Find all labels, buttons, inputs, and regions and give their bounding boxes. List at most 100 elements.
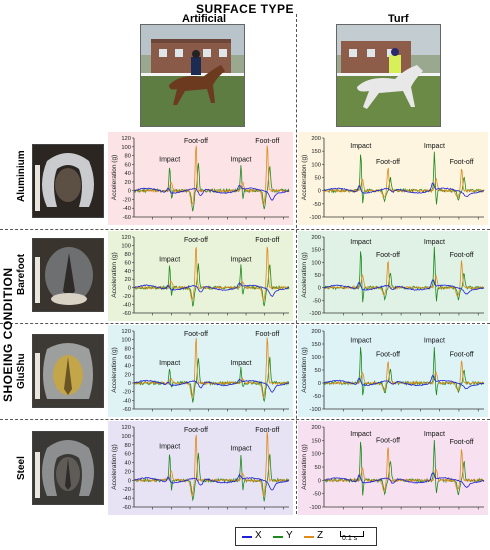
- y-tick-label: 20: [125, 372, 131, 378]
- foot-off-label: Foot-off: [255, 237, 279, 244]
- legend-x-label: X: [255, 530, 262, 541]
- row-divider-1: [0, 229, 490, 230]
- series-line-x: [134, 184, 290, 201]
- shoeing-condition-title: SHOEING CONDITION: [1, 267, 15, 403]
- y-tick-label: -40: [123, 303, 131, 309]
- impact-label: Impact: [230, 446, 251, 453]
- impact-label: Impact: [424, 239, 445, 246]
- y-tick-label: 0: [128, 189, 131, 195]
- y-tick-label: 40: [125, 171, 131, 177]
- y-tick-label: 150: [311, 342, 321, 348]
- chart-background: [298, 231, 488, 321]
- chart-glushu-artificial: -60 -40 -20 0 20 40 60 80 100 120 Acceleration (g)…: [108, 325, 293, 417]
- series-line-y: [133, 356, 290, 403]
- y-tick-label: 100: [311, 162, 321, 168]
- chart-background: [298, 421, 488, 515]
- chart-svg: -100 -50 0 50 100 150 200 Acceleration (g) Impac…: [298, 132, 488, 225]
- y-tick-label: -100: [309, 215, 321, 221]
- y-tick-label: -60: [123, 505, 131, 511]
- foot-off-label: Foot-off: [255, 331, 279, 338]
- column-header-turf: Turf: [388, 13, 409, 25]
- y-tick-label: -40: [123, 398, 131, 404]
- y-axis-label: Acceleration (g): [301, 252, 308, 298]
- y-tick-label: 200: [311, 425, 321, 431]
- y-axis-label: Acceleration (g): [111, 252, 118, 298]
- horse-photo-turf: [336, 24, 441, 127]
- y-tick-label: -50: [313, 298, 321, 304]
- y-tick-label: 100: [121, 338, 131, 344]
- row-divider-3: [0, 419, 490, 420]
- y-tick-label: 0: [128, 478, 131, 484]
- y-tick-label: -50: [313, 394, 321, 400]
- foot-off-label: Foot-off: [450, 439, 474, 446]
- y-tick-label: -50: [313, 492, 321, 498]
- legend-y-label: Y: [286, 530, 293, 541]
- y-tick-label: 0: [318, 189, 321, 195]
- impact-label: Impact: [230, 256, 251, 263]
- impact-label: Impact: [230, 156, 251, 163]
- foot-off-label: Foot-off: [376, 159, 400, 166]
- foot-off-label: Foot-off: [255, 427, 279, 434]
- chart-steel-artificial: -60 -40 -20 0 20 40 60 80 100 120 Acceleration (g)…: [108, 421, 293, 515]
- row-label-glushu: GluShu: [16, 353, 27, 389]
- chart-steel-turf: -100 -50 0 50 100 150 200 Acceleration (g) Impac…: [298, 421, 488, 515]
- legend-z-label: Z: [317, 530, 324, 541]
- legend-scale-bar: [340, 531, 364, 537]
- surface-divider: [296, 14, 297, 514]
- y-tick-label: 100: [121, 243, 131, 249]
- legend: X Y Z 0.1 s: [235, 527, 377, 546]
- y-tick-label: 0: [318, 286, 321, 292]
- y-axis-label: Acceleration (g): [111, 444, 118, 490]
- y-tick-label: 20: [125, 277, 131, 283]
- hoof-photo-aluminium: [32, 144, 104, 218]
- y-tick-label: 50: [315, 465, 321, 471]
- y-tick-label: 0: [318, 478, 321, 484]
- foot-off-label: Foot-off: [184, 331, 208, 338]
- horse-photo-artificial: [140, 24, 245, 127]
- chart-aluminium-artificial: -60 -40 -20 0 20 40 60 80 100 120 Acceleration (g)…: [108, 132, 293, 225]
- y-tick-label: 100: [311, 260, 321, 266]
- y-tick-label: 80: [125, 252, 131, 258]
- impact-label: Impact: [424, 337, 445, 344]
- impact-label: Impact: [159, 256, 180, 263]
- y-tick-label: 150: [311, 438, 321, 444]
- series-line-z: [323, 447, 485, 493]
- chart-background: [108, 231, 293, 321]
- chart-svg: -100 -50 0 50 100 150 200 Acceleration (g) Impac…: [298, 231, 488, 321]
- foot-off-label: Foot-off: [376, 438, 400, 445]
- foot-off-label: Foot-off: [184, 138, 208, 145]
- y-tick-label: -100: [309, 311, 321, 317]
- series-line-x: [134, 282, 290, 297]
- y-tick-label: 80: [125, 443, 131, 449]
- row-label-barefoot: Barefoot: [16, 253, 27, 295]
- legend-z-swatch: [304, 536, 314, 538]
- y-tick-label: -40: [123, 496, 131, 502]
- impact-label: Impact: [159, 360, 180, 367]
- foot-off-label: Foot-off: [255, 138, 279, 145]
- y-tick-label: 40: [125, 269, 131, 275]
- y-tick-label: 60: [125, 260, 131, 266]
- y-tick-label: -20: [123, 197, 131, 203]
- y-tick-label: 0: [318, 381, 321, 387]
- y-axis-label: Acceleration (g): [111, 347, 118, 393]
- y-tick-label: 80: [125, 346, 131, 352]
- y-tick-label: 0: [128, 381, 131, 387]
- series-line-z: [323, 360, 485, 392]
- y-tick-label: 120: [121, 136, 131, 142]
- impact-label: Impact: [350, 337, 371, 344]
- y-tick-label: 200: [311, 329, 321, 335]
- y-tick-label: 120: [121, 329, 131, 335]
- chart-aluminium-turf: -100 -50 0 50 100 150 200 Acceleration (g) Impac…: [298, 132, 488, 225]
- chart-barefoot-artificial: -60 -40 -20 0 20 40 60 80 100 120 Acceleration (g)…: [108, 231, 293, 321]
- chart-svg: -60 -40 -20 0 20 40 60 80 100 120 Acceleration (g)…: [108, 325, 293, 417]
- y-tick-label: 100: [121, 434, 131, 440]
- y-tick-label: -100: [309, 407, 321, 413]
- chart-svg: -100 -50 0 50 100 150 200 Acceleration (g) Impac…: [298, 421, 488, 515]
- y-tick-label: 100: [121, 145, 131, 151]
- row-label-aluminium: Aluminium: [16, 150, 27, 202]
- y-tick-label: -60: [123, 215, 131, 221]
- y-tick-label: 120: [121, 425, 131, 431]
- row-divider-2: [0, 323, 490, 324]
- impact-label: Impact: [350, 431, 371, 438]
- y-axis-label: Acceleration (g): [111, 155, 118, 201]
